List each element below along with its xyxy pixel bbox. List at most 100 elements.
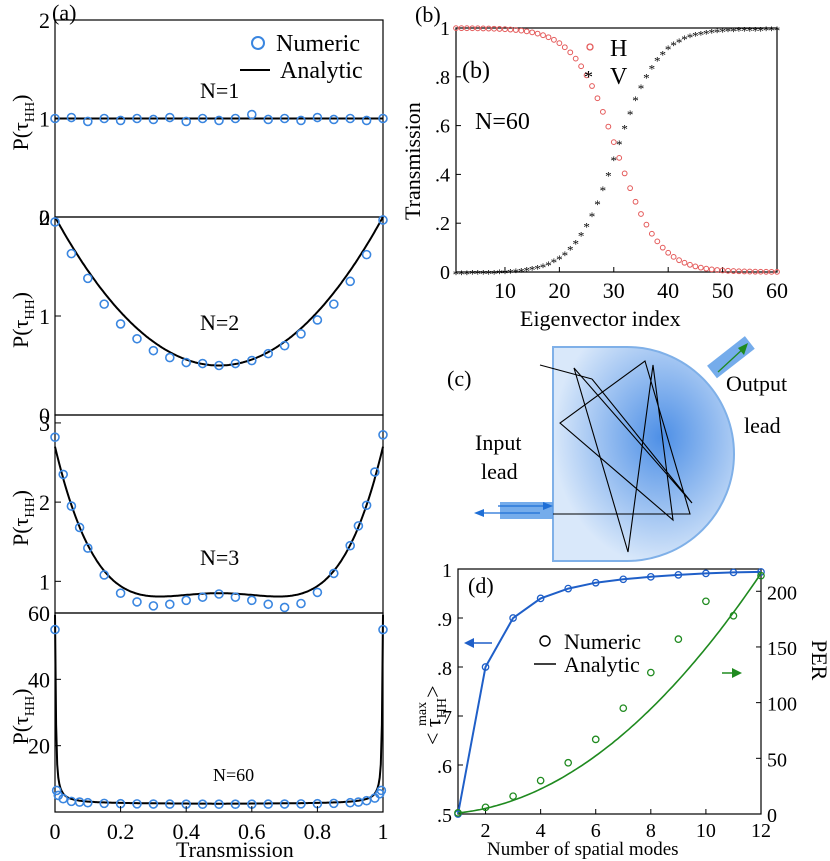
b-v-point: * bbox=[752, 23, 759, 38]
d-tau-numeric-point bbox=[757, 568, 765, 576]
b-h-point bbox=[692, 263, 699, 270]
a-numeric-point bbox=[263, 348, 274, 359]
d-right-arrow bbox=[722, 668, 742, 678]
a-subplot-label: N=1 bbox=[200, 78, 239, 103]
a-subplot-label: N=2 bbox=[200, 310, 239, 335]
b-v-point: * bbox=[763, 23, 770, 38]
a-numeric-point bbox=[328, 299, 339, 309]
b-h-point bbox=[474, 25, 481, 32]
input-label-line2: lead bbox=[481, 459, 518, 484]
a-numeric-point bbox=[214, 115, 224, 126]
b-h-point bbox=[463, 25, 470, 32]
b-h-point bbox=[556, 40, 563, 47]
a-subplot-frame bbox=[54, 414, 384, 614]
d-tau-analytic-line bbox=[457, 570, 762, 815]
d-legend-analytic-label: Analytic bbox=[564, 652, 640, 677]
b-v-point: * bbox=[638, 81, 645, 96]
legend-h-marker bbox=[586, 43, 594, 51]
b-h-point bbox=[502, 26, 508, 33]
b-h-point bbox=[708, 266, 715, 273]
b-h-point bbox=[485, 25, 492, 32]
b-v-point: * bbox=[572, 236, 579, 251]
a-numeric-point bbox=[50, 217, 60, 227]
b-v-point: * bbox=[741, 24, 748, 39]
a-numeric-point bbox=[279, 799, 290, 809]
a-xtick-label: 0.4 bbox=[172, 819, 200, 844]
a-numeric-point bbox=[148, 114, 159, 125]
b-ytick-label: .4 bbox=[435, 164, 450, 186]
a-ytick-label: 60 bbox=[28, 601, 50, 626]
a-numeric-point bbox=[279, 340, 290, 351]
b-xtick-label: 60 bbox=[766, 278, 788, 303]
a-ylabel-sub: HH bbox=[23, 102, 38, 122]
b-v-point: * bbox=[540, 260, 547, 275]
b-h-point bbox=[621, 170, 628, 177]
b-h-point bbox=[763, 268, 770, 275]
b-v-point: * bbox=[757, 23, 764, 38]
b-x-axis-label: Eigenvector index bbox=[520, 306, 681, 331]
a-xtick-label: 0.6 bbox=[238, 819, 266, 844]
d-ylabel-sub: HH bbox=[435, 698, 450, 718]
a-numeric-point bbox=[345, 540, 356, 551]
d-legend-numeric-marker bbox=[539, 635, 551, 647]
b-h-point bbox=[659, 244, 666, 251]
legend-numeric-marker bbox=[251, 36, 265, 50]
output-label-line1: Output bbox=[726, 371, 787, 396]
d-left-y-axis-label: < τHH max > bbox=[415, 685, 450, 745]
input-arrow-in-head bbox=[543, 502, 553, 510]
b-h-point bbox=[687, 261, 693, 268]
d-ylabel-close: > bbox=[420, 685, 445, 697]
b-v-point: * bbox=[616, 137, 623, 152]
b-h-point bbox=[523, 28, 530, 35]
b-h-point bbox=[741, 268, 748, 275]
a-numeric-point bbox=[197, 799, 208, 810]
d-tau-numeric-point bbox=[729, 568, 738, 577]
b-n-label: N=60 bbox=[475, 109, 530, 135]
a-xtick-label: 1 bbox=[378, 819, 389, 844]
b-v-point: * bbox=[665, 42, 672, 57]
a-xtick-label: 0 bbox=[50, 819, 61, 844]
b-v-point: * bbox=[594, 197, 601, 212]
d-per-numeric-point bbox=[757, 571, 765, 580]
b-h-point bbox=[599, 108, 606, 115]
a-numeric-point bbox=[51, 785, 62, 796]
b-xtick-label: 30 bbox=[603, 278, 625, 303]
a-numeric-point bbox=[165, 599, 175, 610]
b-h-point bbox=[627, 185, 634, 192]
a-numeric-point bbox=[345, 113, 356, 124]
a-numeric-point bbox=[214, 799, 224, 810]
d-ytick-left-label: .9 bbox=[437, 609, 452, 631]
b-v-point: * bbox=[589, 209, 596, 224]
d-per-numeric-point bbox=[481, 803, 490, 812]
b-h-point bbox=[670, 253, 677, 260]
d-tau-numeric-point bbox=[536, 594, 545, 603]
b-v-point: * bbox=[611, 153, 618, 168]
cavity-shape bbox=[552, 346, 735, 562]
input-label-line1: Input bbox=[475, 430, 521, 455]
b-marks: ****************************************… bbox=[453, 23, 781, 282]
b-v-point: * bbox=[469, 267, 476, 282]
a-numeric-point bbox=[361, 115, 372, 126]
a-numeric-point bbox=[230, 358, 241, 369]
b-ytick-label: .8 bbox=[435, 67, 450, 89]
d-per-numeric-point bbox=[509, 792, 517, 801]
a-numeric-point bbox=[296, 115, 306, 126]
a-numeric-point bbox=[296, 799, 306, 809]
legend-v-label: V bbox=[610, 64, 628, 90]
legend-v-marker: * bbox=[584, 67, 593, 87]
a-numeric-point bbox=[83, 797, 93, 808]
b-h-point bbox=[469, 25, 476, 32]
a-analytic-curve bbox=[54, 614, 384, 805]
a-numeric-point bbox=[50, 432, 60, 442]
b-h-point bbox=[491, 25, 497, 32]
d-ylabel-sup: max bbox=[415, 702, 430, 726]
b-h-point bbox=[665, 249, 672, 256]
a-numeric-point bbox=[353, 797, 364, 807]
panel-a-legend: Numeric Analytic bbox=[240, 31, 363, 84]
a-ytick-label: 1 bbox=[39, 107, 50, 132]
d-per-numeric-point bbox=[702, 597, 710, 606]
a-ytick-label: 0 bbox=[39, 403, 50, 428]
b-v-point: * bbox=[725, 24, 732, 39]
b-h-point bbox=[714, 267, 721, 273]
b-v-point: * bbox=[529, 263, 536, 278]
